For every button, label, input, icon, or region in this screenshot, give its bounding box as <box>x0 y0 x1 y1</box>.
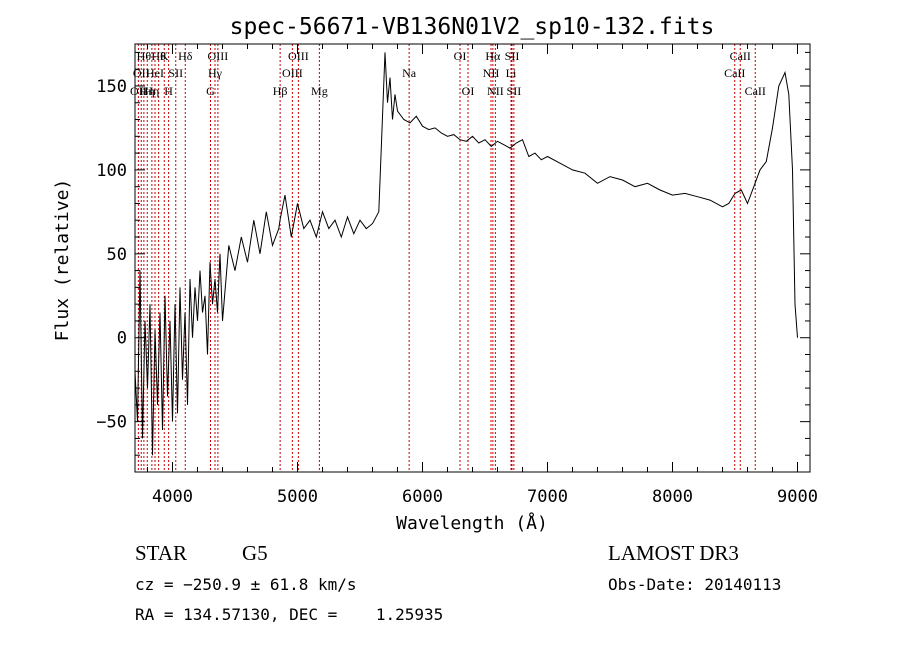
marker-label: Hη <box>140 84 155 98</box>
x-tick-label: 8000 <box>652 487 693 507</box>
class-label: STAR <box>135 541 187 565</box>
survey-label: LAMOST DR3 <box>608 541 739 565</box>
marker-label: NII <box>483 66 500 80</box>
x-tick-label: 4000 <box>152 487 193 507</box>
x-tick-label: 5000 <box>277 487 318 507</box>
marker-label: Hα <box>485 49 501 63</box>
redshift-label: cz = −250.9 ± 61.8 km/s <box>135 575 357 594</box>
marker-label: Na <box>402 66 417 80</box>
marker-label: Mg <box>311 84 328 98</box>
marker-label: G <box>206 84 215 98</box>
y-axis-ticks: −50 0 50 100 150 <box>96 51 810 456</box>
marker-label: H <box>164 84 173 98</box>
marker-label: Li <box>506 66 517 80</box>
marker-label: OIII <box>208 49 229 63</box>
marker-label: SII <box>507 84 522 98</box>
marker-label: SII <box>168 66 183 80</box>
y-axis-label: Flux (relative) <box>52 179 73 342</box>
plot-frame <box>134 43 811 473</box>
chart-title: spec-56671-VB136N01V2_sp10-132.fits <box>230 14 715 40</box>
x-axis-label: Wavelength (Å) <box>396 512 548 534</box>
x-tick-label: 6000 <box>402 487 443 507</box>
x-axis-ticks: 4000 5000 6000 7000 8000 9000 <box>147 44 818 507</box>
y-tick-label: 50 <box>107 245 127 265</box>
marker-label: Hβ <box>273 84 288 98</box>
marker-label: OI <box>462 84 475 98</box>
marker-label: OI <box>454 49 467 63</box>
obs-date-label: Obs-Date: 20140113 <box>608 575 781 594</box>
y-tick-label: 150 <box>96 77 127 97</box>
marker-label: Hθ <box>137 49 152 63</box>
marker-label: Hδ <box>178 49 193 63</box>
marker-label: CaII <box>730 49 751 63</box>
marker-label: OIII <box>282 66 303 80</box>
marker-label: HeI <box>146 66 164 80</box>
x-tick-label: 9000 <box>777 487 818 507</box>
line-markers <box>137 44 756 472</box>
marker-label: OIII <box>288 49 309 63</box>
line-marker-labels: OIIOIIHθHηHηHeIHθKHSIIHδGHγOIIIHβOIIIOII… <box>130 49 766 98</box>
marker-label: Hγ <box>208 66 223 80</box>
y-tick-label: 100 <box>96 161 127 181</box>
marker-label: OII <box>130 84 147 98</box>
y-tick-label: −50 <box>96 413 127 433</box>
marker-label: CaII <box>724 66 745 80</box>
coordinates-label: RA = 134.57130, DEC = 1.25935 <box>135 605 443 624</box>
marker-label: Hη <box>144 84 159 98</box>
marker-label: K <box>160 49 169 63</box>
marker-label: NII <box>487 84 504 98</box>
subclass-label: G5 <box>242 541 268 565</box>
marker-label: Hθ <box>151 49 166 63</box>
marker-label: CaII <box>745 84 766 98</box>
y-tick-label: 0 <box>117 329 127 349</box>
marker-label: SII <box>505 49 520 63</box>
x-tick-label: 7000 <box>527 487 568 507</box>
spectrum-line <box>134 52 798 456</box>
